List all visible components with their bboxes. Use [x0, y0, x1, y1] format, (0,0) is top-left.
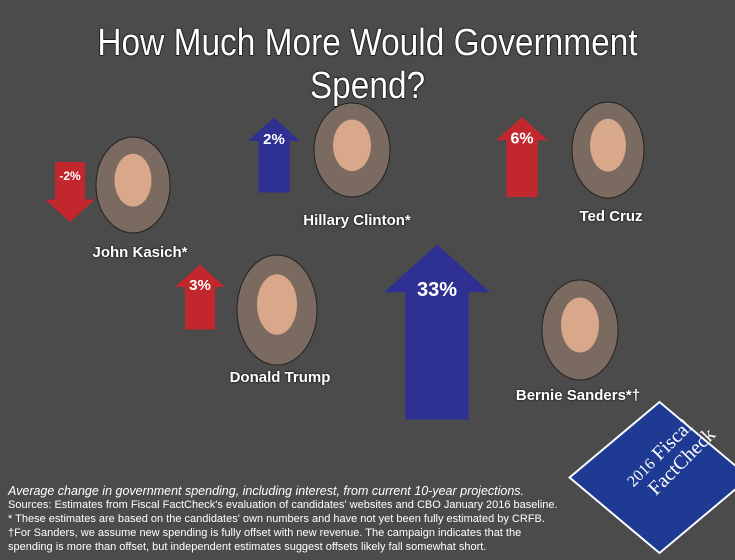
arrow-0 — [45, 162, 95, 222]
value-label: 2% — [263, 131, 285, 148]
page-title: How Much More Would Government Spend? — [97, 22, 638, 108]
arrow-2 — [496, 117, 548, 197]
subtitle-note: Average change in government spending, i… — [8, 484, 525, 498]
arrow-1 — [248, 117, 300, 193]
face-shape — [561, 297, 599, 353]
face-shape — [590, 118, 626, 172]
value-label: 33% — [417, 279, 457, 301]
face-shape — [333, 119, 371, 172]
face-shape — [257, 274, 297, 335]
sources-note: Sources: Estimates from Fiscal FactCheck… — [8, 499, 558, 511]
arrow-4 — [384, 244, 490, 420]
value-label: -2% — [59, 169, 81, 183]
dagger-note: †For Sanders, we assume new spending is … — [8, 527, 522, 539]
candidate-name: Bernie Sanders*† — [515, 387, 641, 404]
value-label: 3% — [189, 277, 211, 294]
value-label: 6% — [510, 131, 533, 148]
candidate-name: Hillary Clinton* — [303, 212, 411, 229]
dagger-note-cont: spending is more than offset, but indepe… — [8, 541, 487, 553]
candidate-name: Ted Cruz — [579, 208, 643, 225]
candidate-name: John Kasich* — [92, 244, 188, 261]
arrow-3 — [175, 264, 225, 330]
asterisk-note: * These estimates are based on the candi… — [8, 513, 545, 525]
candidate-name: Donald Trump — [229, 369, 331, 386]
face-shape — [114, 153, 152, 207]
footnotes: Average change in government spending, i… — [8, 484, 558, 554]
